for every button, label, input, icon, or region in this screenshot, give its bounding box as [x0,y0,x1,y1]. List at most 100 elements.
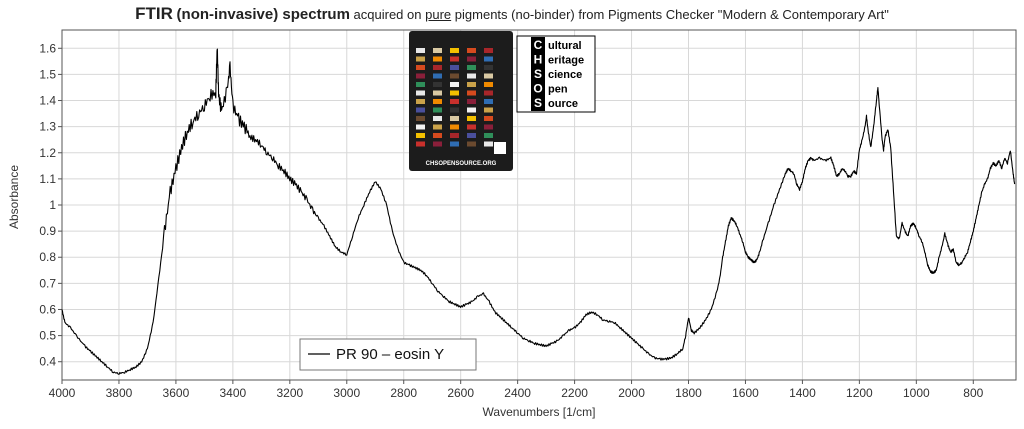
card-swatch [467,133,476,138]
card-swatch [433,141,442,147]
card-qr-code [494,142,506,154]
x-tick-label: 2600 [447,386,474,400]
y-tick-label: 0.4 [39,355,56,369]
y-tick-label: 1.3 [39,120,56,134]
card-swatch [484,141,493,147]
chart-title: FTIR (non-invasive) spectrum acquired on… [0,4,1024,24]
logo-frame [516,35,596,113]
card-swatch [433,82,442,87]
card-swatch [416,73,425,79]
card-swatch [450,107,459,113]
title-pure: pure [425,7,452,22]
card-swatch [450,116,459,121]
card-swatch [484,56,493,62]
card-swatch [416,65,425,70]
x-tick-label: 3800 [106,386,133,400]
card-swatch [467,82,476,87]
x-tick-label: 2800 [390,386,417,400]
logo-letter: O [533,82,542,96]
logo-word: pen [548,84,568,96]
card-swatch [484,116,493,121]
y-tick-label: 1.6 [39,41,56,55]
y-tick-label: 0.5 [39,329,56,343]
card-swatch [416,48,425,53]
card-swatch [467,99,476,104]
x-tick-label: 3200 [276,386,303,400]
card-swatch [416,116,425,121]
logo-letter: H [534,53,543,67]
card-swatch [416,99,425,104]
pigments-checker-card-image: CHSOPENSOURCE.ORG [409,31,513,171]
logo-letter: S [534,96,542,110]
card-swatch [450,141,459,147]
card-swatch [484,107,493,113]
card-swatch [450,124,459,130]
x-tick-label: 800 [963,386,983,400]
y-tick-label: 0.9 [39,224,56,238]
card-swatch [433,56,442,62]
card-swatch [450,56,459,62]
y-tick-label: 0.6 [39,302,56,316]
card-swatch [433,124,442,130]
x-tick-label: 1200 [846,386,873,400]
card-swatch [450,82,459,87]
card-swatch [467,65,476,70]
card-swatch [433,65,442,70]
card-swatch [484,65,493,70]
y-tick-label: 1.2 [39,146,56,160]
card-swatch [484,133,493,138]
card-swatch [433,133,442,138]
card-swatches [416,48,506,154]
card-swatch [416,107,425,113]
card-swatch [450,99,459,104]
title-main: FTIR [135,4,173,23]
card-swatch [450,133,459,138]
card-swatch [484,73,493,79]
card-swatch [450,48,459,53]
y-tick-label: 0.8 [39,250,56,264]
card-swatch [433,116,442,121]
card-footer: CHSOPENSOURCE.ORG [426,161,497,167]
logo-letter-bar [531,37,545,111]
y-tick-label: 1.1 [39,172,56,186]
grid [61,30,1016,380]
logo-word: eritage [548,55,584,67]
card-swatch [484,124,493,130]
card-swatch [467,90,476,96]
x-tick-label: 2200 [561,386,588,400]
x-tick-label: 1600 [732,386,759,400]
series-layer [61,48,1016,375]
card-swatch [467,107,476,113]
card-swatch [433,48,442,53]
logo-letter: S [534,67,542,81]
x-tick-label: 1400 [789,386,816,400]
legend: PR 90 – eosin Y [299,338,477,371]
card-swatch [484,99,493,104]
card-swatch [484,48,493,53]
x-tick-label: 3000 [333,386,360,400]
x-axis-title: Wavenumbers [1/cm] [483,405,596,419]
y-tick-label: 0.7 [39,276,56,290]
card-swatch [416,82,425,87]
card-swatch [416,133,425,138]
x-tick-label: 4000 [49,386,76,400]
card-swatch [433,90,442,96]
card-swatch [467,124,476,130]
card-swatch [416,56,425,62]
title-prefix: acquired on [353,7,422,22]
y-axis-ticks: 0.4 0.5 0.6 0.7 0.8 0.9 1 1.1 1.2 1.3 1.4 1.5 1.6 [39,41,62,369]
card-swatch [467,56,476,62]
card-swatch [416,141,425,147]
y-axis-title: Absorbance [7,165,21,229]
card-swatch [433,107,442,113]
x-tick-label: 3600 [163,386,190,400]
x-tick-label: 2400 [504,386,531,400]
title-qualifier: (non-invasive) spectrum [176,6,350,23]
card-swatch [467,48,476,53]
card-swatch [433,99,442,104]
card-swatch [416,90,425,96]
card-swatch [433,73,442,79]
card-swatch [450,65,459,70]
x-tick-label: 1000 [903,386,930,400]
